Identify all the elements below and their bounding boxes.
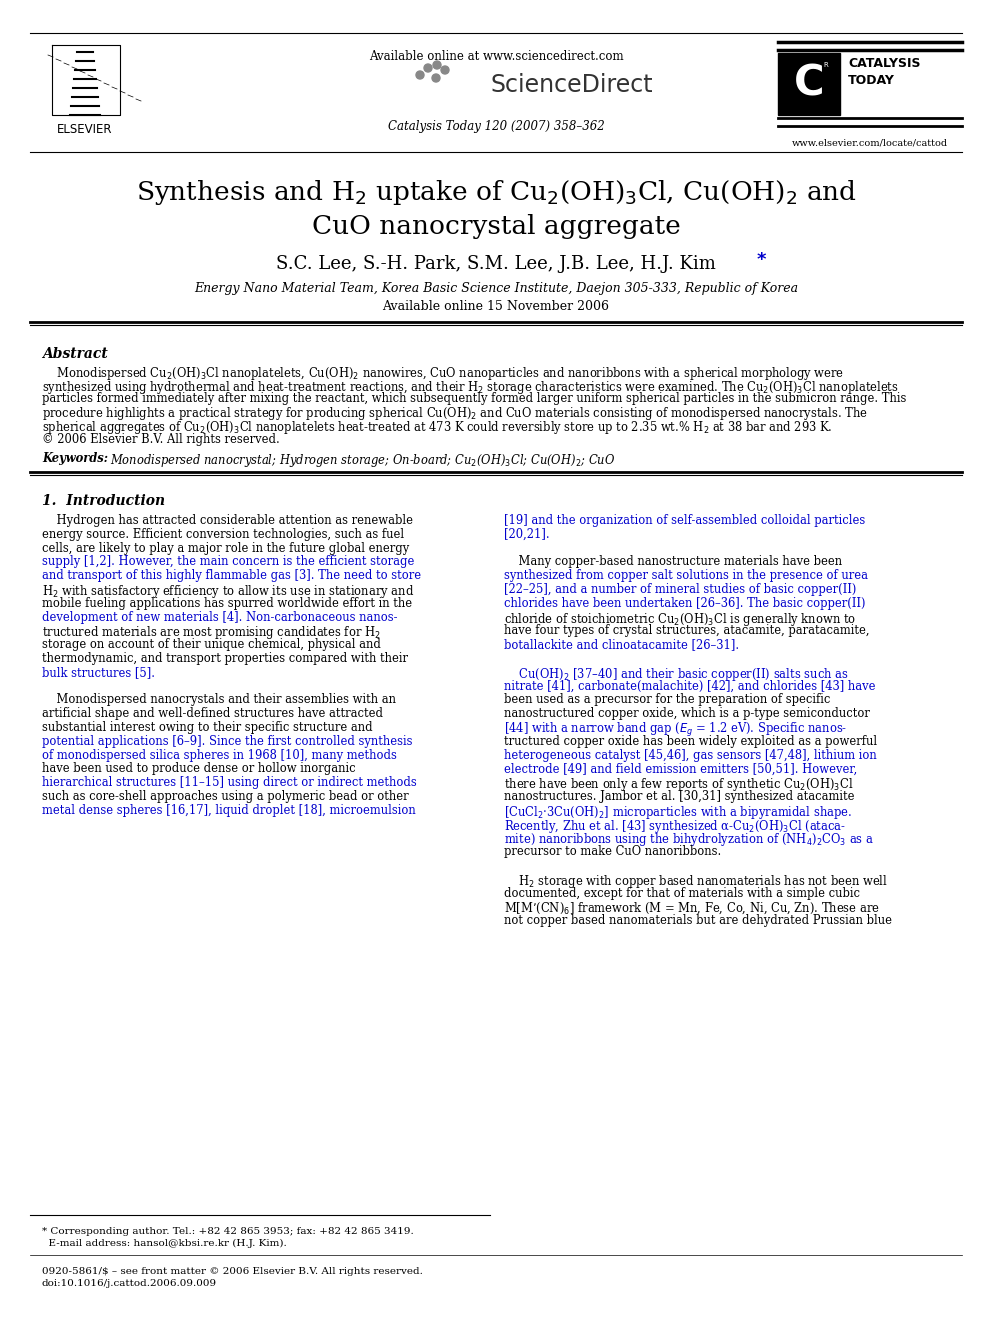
Text: Many copper-based nanostructure materials have been: Many copper-based nanostructure material… [504,556,842,569]
Text: hierarchical structures [11–15] using direct or indirect methods: hierarchical structures [11–15] using di… [42,777,417,790]
Text: supply [1,2]. However, the main concern is the efficient storage: supply [1,2]. However, the main concern … [42,556,415,569]
Text: [19] and the organization of self-assembled colloidal particles: [19] and the organization of self-assemb… [504,515,865,527]
Text: *: * [757,251,767,269]
Text: Monodispersed Cu$_2$(OH)$_3$Cl nanoplatelets, Cu(OH)$_2$ nanowires, CuO nanopart: Monodispersed Cu$_2$(OH)$_3$Cl nanoplate… [42,365,844,382]
Text: Energy Nano Material Team, Korea Basic Science Institute, Daejon 305-333, Republ: Energy Nano Material Team, Korea Basic S… [194,282,798,295]
Text: [CuCl$_2$·3Cu(OH)$_2$] microparticles with a bipyramidal shape.: [CuCl$_2$·3Cu(OH)$_2$] microparticles wi… [504,804,852,820]
Text: botallackite and clinoatacamite [26–31].: botallackite and clinoatacamite [26–31]. [504,638,739,651]
Text: nanostructures. Jambor et al. [30,31] synthesized atacamite: nanostructures. Jambor et al. [30,31] sy… [504,790,854,803]
Text: chloride of stoichiometric Cu$_2$(OH)$_3$Cl is generally known to: chloride of stoichiometric Cu$_2$(OH)$_3… [504,611,856,627]
Text: thermodynamic, and transport properties compared with their: thermodynamic, and transport properties … [42,652,408,665]
Text: artificial shape and well-defined structures have attracted: artificial shape and well-defined struct… [42,708,383,720]
Text: * Corresponding author. Tel.: +82 42 865 3953; fax: +82 42 865 3419.: * Corresponding author. Tel.: +82 42 865… [42,1226,414,1236]
Text: mobile fueling applications has spurred worldwide effort in the: mobile fueling applications has spurred … [42,597,412,610]
Circle shape [424,64,432,71]
Text: tructured copper oxide has been widely exploited as a powerful: tructured copper oxide has been widely e… [504,734,877,747]
Text: M[M’(CN)$_6$] framework (M = Mn, Fe, Co, Ni, Cu, Zn). These are: M[M’(CN)$_6$] framework (M = Mn, Fe, Co,… [504,901,880,916]
Circle shape [441,66,449,74]
Text: energy source. Efficient conversion technologies, such as fuel: energy source. Efficient conversion tech… [42,528,404,541]
Text: Monodispersed nanocrystals and their assemblies with an: Monodispersed nanocrystals and their ass… [42,693,396,706]
Text: have four types of crystal structures, atacamite, paratacamite,: have four types of crystal structures, a… [504,624,870,638]
Text: Recently, Zhu et al. [43] synthesized α-Cu$_2$(OH)$_3$Cl (ataca-: Recently, Zhu et al. [43] synthesized α-… [504,818,846,835]
Text: [20,21].: [20,21]. [504,528,550,541]
Text: tructured materials are most promising candidates for H$_2$: tructured materials are most promising c… [42,624,381,642]
Text: Monodispersed nanocrystal; Hydrogen storage; On-board; Cu$_2$(OH)$_3$Cl; Cu(OH)$: Monodispersed nanocrystal; Hydrogen stor… [110,452,615,468]
Text: Catalysis Today 120 (2007) 358–362: Catalysis Today 120 (2007) 358–362 [388,120,604,134]
Text: 1.  Introduction: 1. Introduction [42,493,165,508]
Text: Keywords:: Keywords: [42,452,112,464]
Text: development of new materials [4]. Non-carbonaceous nanos-: development of new materials [4]. Non-ca… [42,611,398,623]
Text: Available online 15 November 2006: Available online 15 November 2006 [383,300,609,314]
Text: Cu(OH)$_2$ [37–40] and their basic copper(II) salts such as: Cu(OH)$_2$ [37–40] and their basic coppe… [504,665,848,683]
Text: cells, are likely to play a major role in the future global energy: cells, are likely to play a major role i… [42,541,410,554]
Circle shape [416,71,424,79]
Text: synthesized from copper salt solutions in the presence of urea: synthesized from copper salt solutions i… [504,569,868,582]
Text: procedure highlights a practical strategy for producing spherical Cu(OH)$_2$ and: procedure highlights a practical strateg… [42,406,868,422]
Text: C: C [794,64,824,105]
Text: [44] with a narrow band gap ($E_g$ = 1.2 eV). Specific nanos-: [44] with a narrow band gap ($E_g$ = 1.2… [504,721,847,740]
Text: Synthesis and H$_2$ uptake of Cu$_2$(OH)$_3$Cl, Cu(OH)$_2$ and: Synthesis and H$_2$ uptake of Cu$_2$(OH)… [136,179,856,206]
Text: Hydrogen has attracted considerable attention as renewable: Hydrogen has attracted considerable atte… [42,515,413,527]
Text: of monodispersed silica spheres in 1968 [10], many methods: of monodispersed silica spheres in 1968 … [42,749,397,762]
Text: and transport of this highly flammable gas [3]. The need to store: and transport of this highly flammable g… [42,569,422,582]
Text: nanostructured copper oxide, which is a p-type semiconductor: nanostructured copper oxide, which is a … [504,708,870,720]
Text: potential applications [6–9]. Since the first controlled synthesis: potential applications [6–9]. Since the … [42,734,413,747]
Text: storage on account of their unique chemical, physical and: storage on account of their unique chemi… [42,638,381,651]
Circle shape [433,61,441,69]
Text: metal dense spheres [16,17], liquid droplet [18], microemulsion: metal dense spheres [16,17], liquid drop… [42,804,416,816]
Text: R: R [823,62,828,67]
Text: substantial interest owing to their specific structure and: substantial interest owing to their spec… [42,721,373,734]
Text: such as core-shell approaches using a polymeric bead or other: such as core-shell approaches using a po… [42,790,409,803]
Text: not copper based nanomaterials but are dehydrated Prussian blue: not copper based nanomaterials but are d… [504,914,892,927]
Text: ELSEVIER: ELSEVIER [58,123,113,136]
Circle shape [432,74,440,82]
Text: doi:10.1016/j.cattod.2006.09.009: doi:10.1016/j.cattod.2006.09.009 [42,1279,217,1289]
Text: have been used to produce dense or hollow inorganic: have been used to produce dense or hollo… [42,762,355,775]
Text: S.C. Lee, S.-H. Park, S.M. Lee, J.B. Lee, H.J. Kim: S.C. Lee, S.-H. Park, S.M. Lee, J.B. Lee… [276,255,716,273]
Bar [778,53,840,115]
Text: bulk structures [5].: bulk structures [5]. [42,665,155,679]
Text: Available online at www.sciencedirect.com: Available online at www.sciencedirect.co… [369,50,623,64]
Text: heterogeneous catalyst [45,46], gas sensors [47,48], lithium ion: heterogeneous catalyst [45,46], gas sens… [504,749,877,762]
Text: mite) nanoribbons using the bihydrolyzation of (NH$_4$)$_2$CO$_3$ as a: mite) nanoribbons using the bihydrolyzat… [504,831,874,848]
Text: documented, except for that of materials with a simple cubic: documented, except for that of materials… [504,886,860,900]
Text: © 2006 Elsevier B.V. All rights reserved.: © 2006 Elsevier B.V. All rights reserved… [42,433,280,446]
Text: Abstract: Abstract [42,347,108,361]
Text: CATALYSIS
TODAY: CATALYSIS TODAY [848,57,921,87]
Text: been used as a precursor for the preparation of specific: been used as a precursor for the prepara… [504,693,830,706]
Text: H$_2$ storage with copper based nanomaterials has not been well: H$_2$ storage with copper based nanomate… [504,873,888,890]
Text: E-mail address: hansol@kbsi.re.kr (H.J. Kim).: E-mail address: hansol@kbsi.re.kr (H.J. … [42,1240,287,1248]
Text: particles formed immediately after mixing the reactant, which subsequently forme: particles formed immediately after mixin… [42,392,907,405]
Text: nitrate [41], carbonate(malachite) [42], and chlorides [43] have: nitrate [41], carbonate(malachite) [42],… [504,680,876,693]
Text: H$_2$ with satisfactory efficiency to allow its use in stationary and: H$_2$ with satisfactory efficiency to al… [42,583,415,601]
Text: electrode [49] and field emission emitters [50,51]. However,: electrode [49] and field emission emitte… [504,762,857,775]
Text: chlorides have been undertaken [26–36]. The basic copper(II): chlorides have been undertaken [26–36]. … [504,597,865,610]
Text: precursor to make CuO nanoribbons.: precursor to make CuO nanoribbons. [504,845,721,859]
Text: www.elsevier.com/locate/cattod: www.elsevier.com/locate/cattod [792,138,948,147]
Text: spherical aggregates of Cu$_2$(OH)$_3$Cl nanoplatelets heat-treated at 473 K cou: spherical aggregates of Cu$_2$(OH)$_3$Cl… [42,419,832,437]
Text: CuO nanocrystal aggregate: CuO nanocrystal aggregate [311,214,681,239]
Text: 0920-5861/$ – see front matter © 2006 Elsevier B.V. All rights reserved.: 0920-5861/$ – see front matter © 2006 El… [42,1267,423,1275]
Text: there have been only a few reports of synthetic Cu$_2$(OH)$_3$Cl: there have been only a few reports of sy… [504,777,853,794]
Text: synthesized using hydrothermal and heat-treatment reactions, and their H$_2$ sto: synthesized using hydrothermal and heat-… [42,378,899,396]
Text: ScienceDirect: ScienceDirect [490,73,653,97]
Text: [22–25], and a number of mineral studies of basic copper(II): [22–25], and a number of mineral studies… [504,583,856,595]
